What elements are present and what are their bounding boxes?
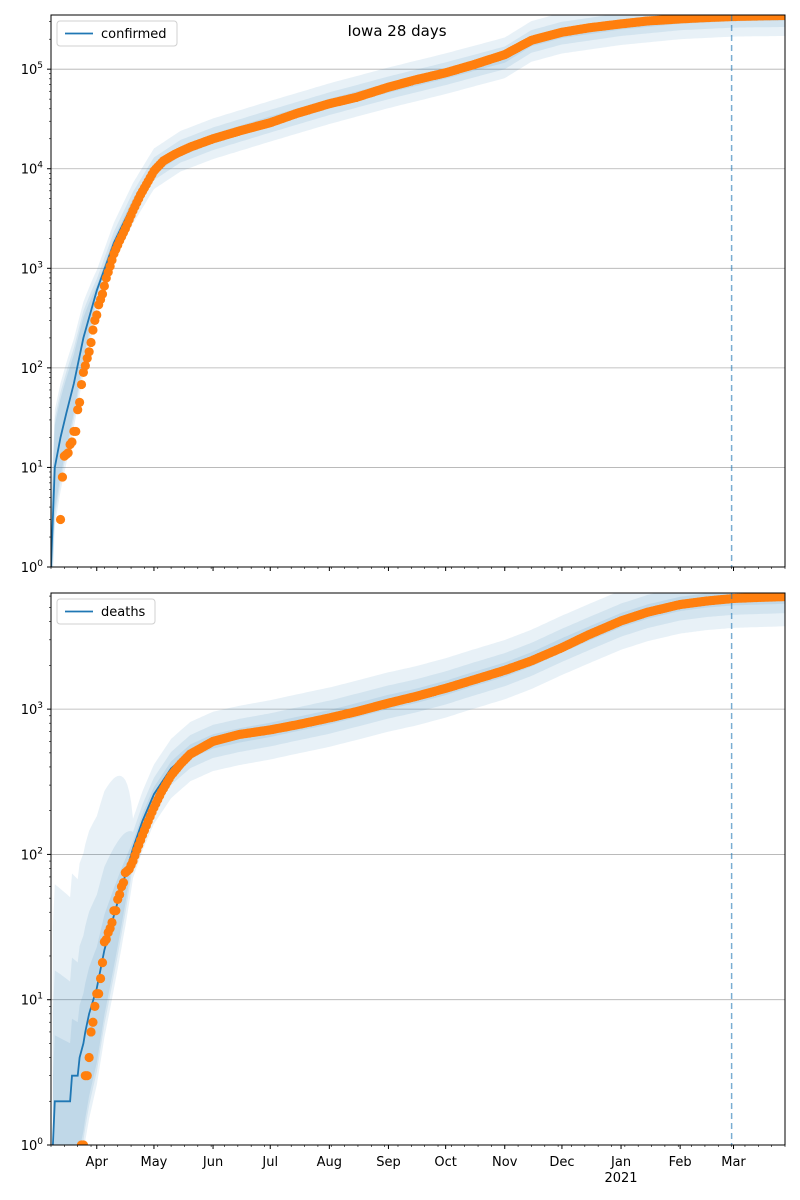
x-tick-label: Jun [202, 1155, 223, 1170]
figure-title: Iowa 28 days [347, 22, 446, 40]
x-tick-label: Feb [669, 1155, 692, 1170]
observed-point [86, 337, 96, 348]
observed-point [101, 934, 111, 945]
observed-point [57, 472, 68, 482]
x-tick-label: Aug [317, 1155, 342, 1170]
y-tick-label: 100 [21, 559, 44, 576]
observed-point [134, 193, 144, 204]
gridlines [51, 68, 785, 468]
y-axis: 100 101 102 103 [21, 595, 51, 1154]
observed-point [88, 325, 98, 335]
deaths-panel: 100 101 102 103 Apr May Jun Jul Aug Sep Oct Nov Dec J… [21, 592, 786, 1186]
observed-point [141, 179, 151, 190]
x-axis [50, 567, 786, 571]
y-tick-label: 102 [21, 360, 43, 377]
axes-frame [50, 592, 786, 1146]
observed-point [61, 449, 71, 460]
axes-frame [50, 14, 786, 568]
y-tick-label: 100 [21, 1137, 44, 1154]
y-tick-label: 103 [21, 701, 43, 718]
observed-points [55, 15, 785, 525]
legend: confirmed [56, 20, 178, 47]
observed-point [67, 437, 77, 447]
observed-point [73, 405, 83, 415]
observed-point [97, 958, 108, 968]
observed-point [107, 917, 117, 928]
legend-label: deaths [101, 605, 146, 620]
y-tick-label: 102 [21, 846, 43, 863]
confirmed-panel: 100 101 102 103 104 105 confirmed [21, 14, 786, 576]
observed-point [118, 228, 129, 238]
observed-point [95, 294, 106, 305]
observed-point [71, 426, 81, 437]
observed-point [84, 347, 94, 357]
observed-point [95, 973, 106, 984]
gridlines [51, 708, 785, 1001]
observed-point [82, 1071, 92, 1081]
legend-label: confirmed [101, 27, 167, 42]
y-tick-label: 104 [21, 161, 44, 178]
observed-point [88, 1017, 98, 1027]
legend-box [56, 598, 156, 625]
observed-point [90, 1001, 100, 1011]
observed-point [115, 889, 125, 900]
observed-point [55, 514, 66, 525]
x-axis: Apr May Jun Jul Aug Sep Oct Nov Dec Jan Feb Mar 2021 [50, 1145, 786, 1186]
observed-point [778, 593, 785, 602]
x-tick-label: Jul [261, 1155, 278, 1170]
x-tick-label: Oct [434, 1155, 456, 1170]
observed-point [99, 281, 109, 291]
observed-point [86, 1027, 96, 1037]
observed-point [126, 210, 136, 220]
x-tick-label: Apr [86, 1155, 109, 1170]
x-tick-label: Mar [721, 1155, 746, 1170]
observed-point [107, 255, 117, 265]
y-tick-label: 101 [21, 992, 43, 1009]
y-tick-label: 105 [21, 61, 43, 78]
x-year-label: 2021 [604, 1171, 637, 1186]
observed-point [78, 1140, 89, 1145]
observed-point [141, 821, 151, 831]
y-tick-label: 103 [21, 260, 43, 277]
observed-point [84, 1052, 94, 1063]
observed-point [130, 851, 140, 861]
observed-point [111, 906, 121, 916]
x-tick-label: May [141, 1155, 168, 1170]
y-axis: 100 101 102 103 104 105 [21, 21, 51, 576]
legend-box [56, 20, 178, 47]
observed-point [136, 835, 146, 845]
observed-point [74, 397, 85, 407]
x-tick-label: Jan [610, 1155, 631, 1170]
observed-point [92, 310, 102, 320]
x-tick-label: Dec [549, 1155, 574, 1170]
y-tick-label: 101 [21, 459, 43, 476]
observed-point [155, 791, 165, 801]
observed-point [76, 379, 87, 390]
observed-point [80, 361, 90, 371]
observed-point [113, 240, 123, 250]
observed-points [76, 593, 785, 1145]
x-tick-label: Nov [492, 1155, 518, 1170]
observed-point [126, 860, 136, 870]
observed-point [94, 989, 104, 999]
observed-point [103, 267, 113, 277]
observed-point [147, 807, 157, 817]
observed-point [778, 15, 785, 21]
observed-point [118, 877, 129, 888]
x-tick-label: Sep [376, 1155, 401, 1170]
legend: deaths [56, 598, 156, 625]
